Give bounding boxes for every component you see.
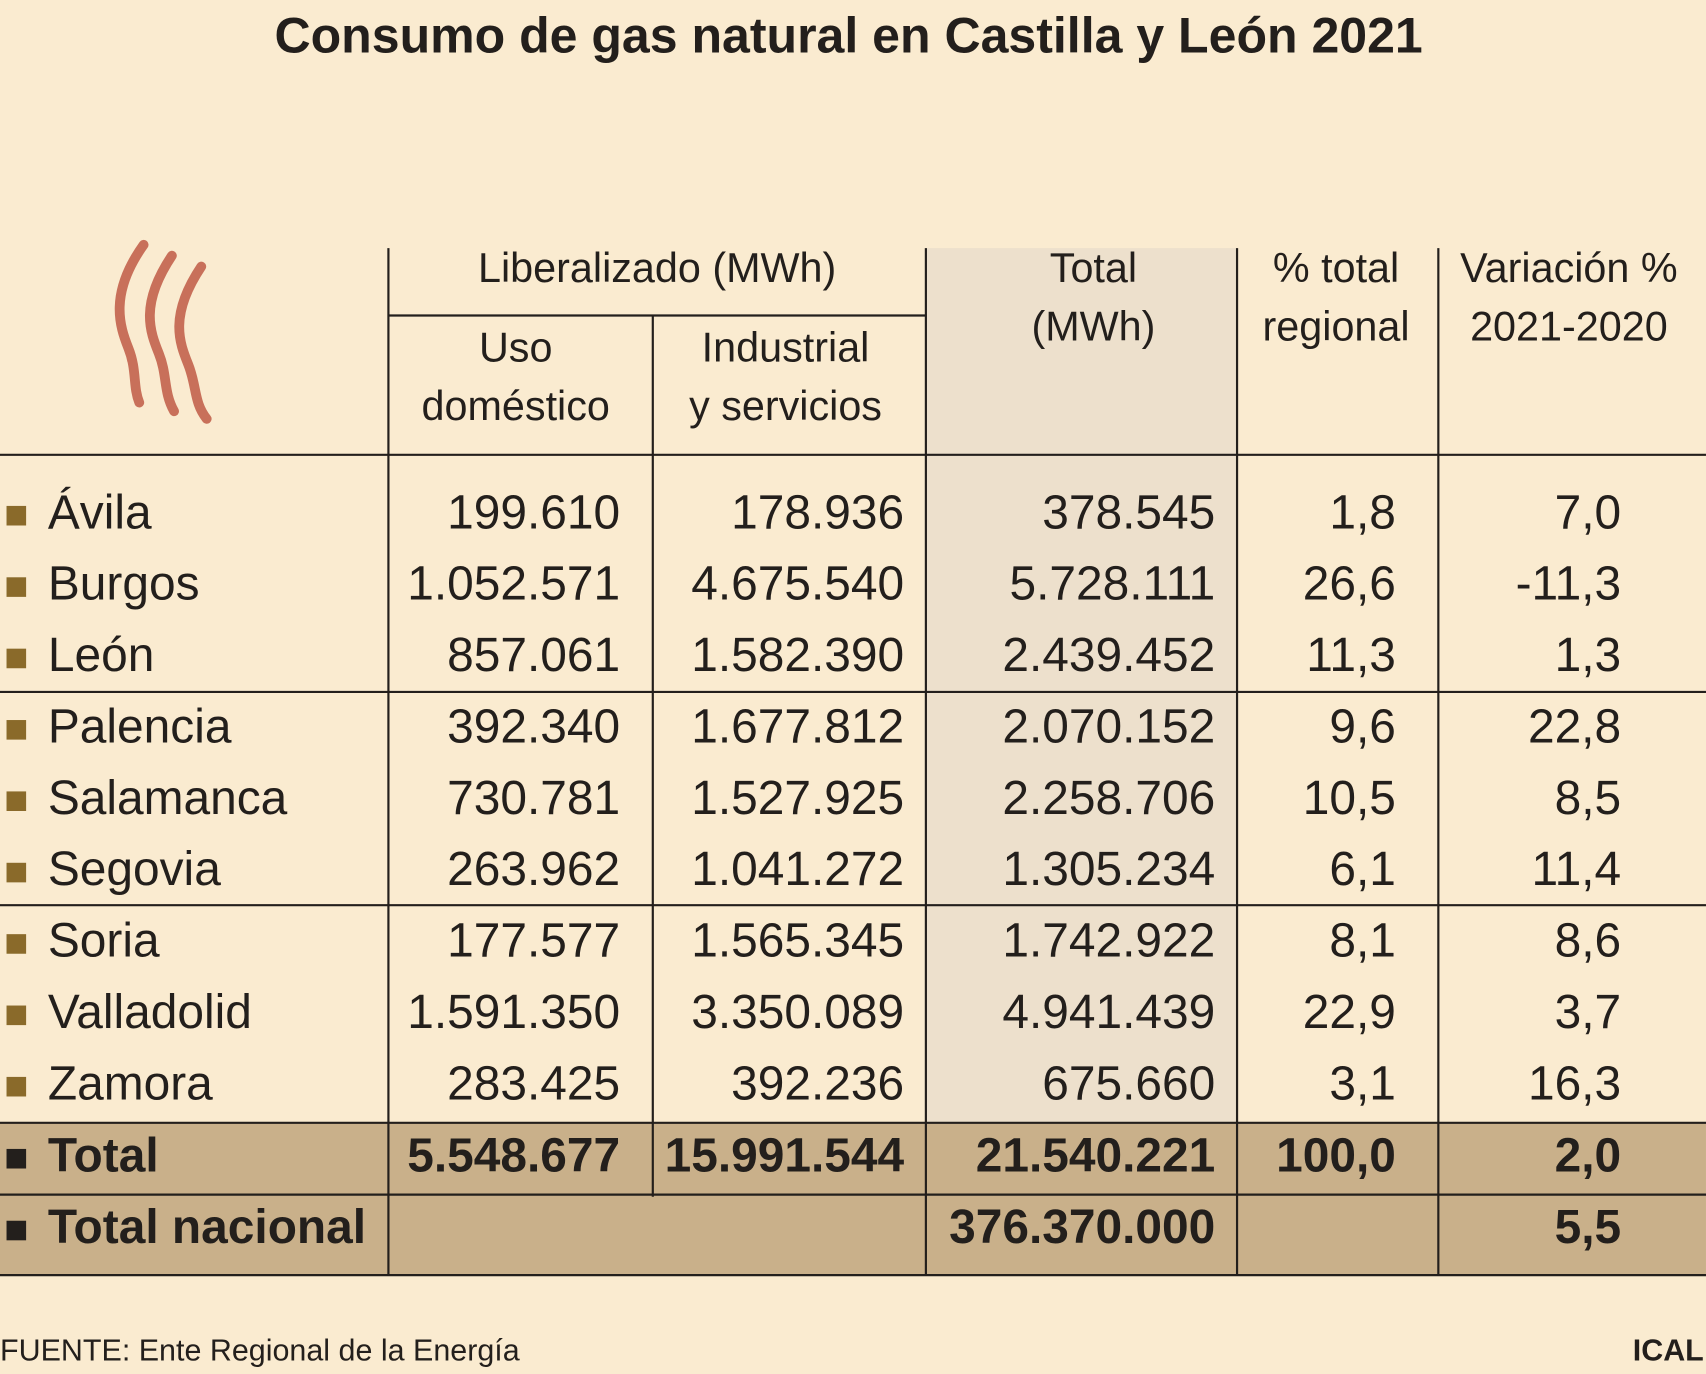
cell-value: 8,5	[1555, 772, 1622, 825]
cell-value: 1.677.812	[691, 700, 904, 753]
cell-value: 1.565.345	[691, 915, 904, 968]
source: FUENTE: Ente Regional de la Energía	[0, 1333, 520, 1367]
cell-value: 178.936	[731, 486, 904, 539]
cell-value: 392.340	[447, 700, 620, 753]
column-header: 2021-2020	[1470, 304, 1668, 350]
row-marker	[6, 720, 27, 740]
column-header: Industrial	[702, 324, 870, 370]
cell-value: 1,8	[1329, 486, 1396, 539]
column-header: Total	[1050, 245, 1137, 291]
cell-value: 378.545	[1042, 486, 1215, 539]
cell-value: 5.728.111	[1009, 558, 1215, 611]
row-name: Burgos	[48, 558, 200, 611]
cell-value: 1.742.922	[1002, 915, 1215, 968]
cell-value: 100,0	[1276, 1129, 1396, 1182]
row-name: Ávila	[48, 486, 152, 539]
cell-value: 1.052.571	[407, 558, 620, 611]
cell-value: 3.350.089	[691, 986, 904, 1039]
cell-value: 2.439.452	[1002, 629, 1215, 682]
title: Consumo de gas natural en Castilla y Leó…	[274, 7, 1422, 63]
cell-value: 376.370.000	[949, 1201, 1215, 1254]
cell-value: 3,7	[1555, 986, 1622, 1039]
cell-value: 1,3	[1555, 629, 1622, 682]
cell-value: 4.941.439	[1002, 986, 1215, 1039]
group-header: Liberalizado (MWh)	[478, 245, 836, 291]
row-marker	[6, 1076, 27, 1097]
row-name: Total	[48, 1129, 159, 1182]
cell-value: 392.236	[731, 1057, 904, 1110]
flame-icon	[114, 239, 212, 424]
cell-value: 8,6	[1555, 915, 1622, 968]
cell-value: 857.061	[447, 629, 620, 682]
cell-value: 15.991.544	[665, 1129, 905, 1182]
row-name: Valladolid	[48, 986, 252, 1039]
row-name: Total nacional	[48, 1201, 366, 1254]
cell-value: 1.591.350	[407, 986, 620, 1039]
column-header: (MWh)	[1031, 304, 1155, 350]
column-header: regional	[1263, 304, 1410, 350]
cell-value: 1.041.272	[691, 843, 904, 896]
cell-value: 11,4	[1532, 843, 1622, 896]
column-header: Uso	[479, 324, 553, 370]
row-marker	[6, 791, 27, 811]
cell-value: 6,1	[1329, 843, 1396, 896]
row-marker	[6, 648, 27, 669]
cell-value: 2.258.706	[1002, 772, 1215, 825]
cell-value: 21.540.221	[976, 1129, 1216, 1182]
cell-value: 675.660	[1042, 1057, 1215, 1110]
cell-value: 730.781	[447, 772, 620, 825]
cell-value: 5,5	[1555, 1201, 1622, 1254]
table-layer: Consumo de gas natural en Castilla y Leó…	[0, 7, 1706, 1367]
row-marker	[6, 505, 27, 526]
cell-value: 283.425	[447, 1057, 620, 1110]
cell-value: 177.577	[447, 915, 620, 968]
row-marker	[6, 1220, 27, 1241]
row-marker	[6, 862, 27, 883]
cell-value: 5.548.677	[407, 1129, 620, 1182]
cell-value: 26,6	[1303, 558, 1396, 611]
cell-value: 263.962	[447, 843, 620, 896]
cell-value: 199.610	[447, 486, 620, 539]
row-marker	[6, 1005, 27, 1026]
column-header: % total	[1273, 245, 1399, 291]
cell-value: 16,3	[1528, 1057, 1621, 1110]
cell-value: 4.675.540	[691, 558, 904, 611]
cell-value: 9,6	[1329, 700, 1396, 753]
row-name: Salamanca	[48, 772, 288, 825]
cell-value: 2,0	[1555, 1129, 1622, 1182]
row-marker	[6, 934, 27, 954]
totals-shade	[0, 1122, 1706, 1276]
row-name: Palencia	[48, 700, 232, 753]
cell-value: 1.527.925	[691, 772, 904, 825]
cell-value: 22,9	[1303, 986, 1396, 1039]
cell-value: 2.070.152	[1002, 700, 1215, 753]
column-header: doméstico	[422, 383, 610, 429]
cell-value: 1.582.390	[691, 629, 904, 682]
total-column-shade	[925, 248, 1238, 1123]
row-marker	[6, 577, 27, 597]
cell-value: 3,1	[1329, 1057, 1396, 1110]
cell-value: 10,5	[1303, 772, 1396, 825]
rules	[0, 248, 1706, 1277]
cell-value: 7,0	[1555, 486, 1622, 539]
column-header: y servicios	[689, 383, 882, 429]
column-header: Variación %	[1460, 245, 1677, 291]
row-name: Segovia	[48, 843, 221, 896]
cell-value: -11,3	[1516, 558, 1622, 611]
credit: ICAL	[1633, 1333, 1704, 1367]
row-name: Zamora	[48, 1057, 213, 1110]
cell-value: 11,3	[1306, 629, 1396, 682]
row-name: Soria	[48, 915, 160, 968]
cell-value: 8,1	[1329, 915, 1396, 968]
row-name: León	[48, 629, 154, 682]
row-marker	[6, 1148, 27, 1169]
cell-value: 1.305.234	[1002, 843, 1215, 896]
cell-value: 22,8	[1528, 700, 1621, 753]
